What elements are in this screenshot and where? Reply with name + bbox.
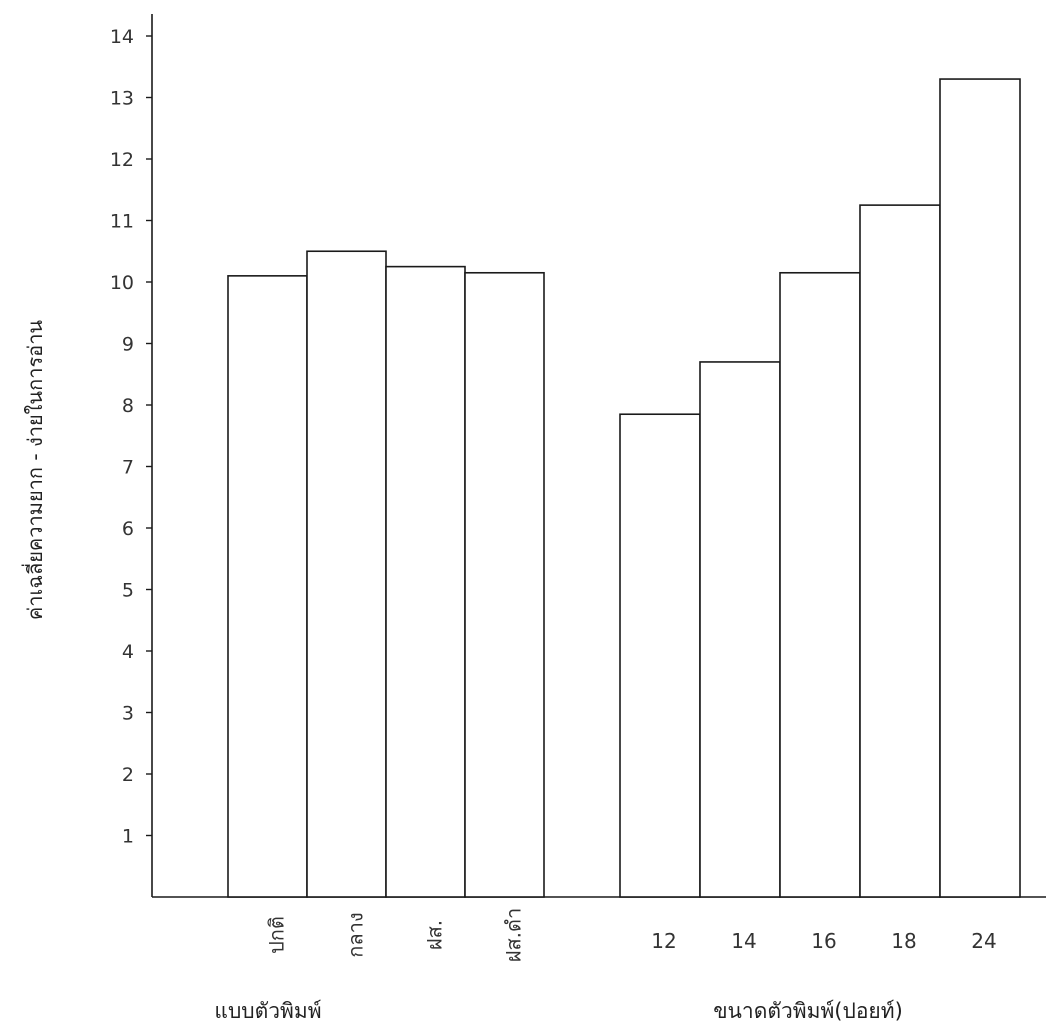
category-label: ฝส. <box>423 920 447 950</box>
bar <box>227 275 308 898</box>
bar <box>939 78 1021 898</box>
y-tick-label: 10 <box>110 272 134 294</box>
bar <box>779 271 861 898</box>
group-label: ขนาดตัวพิมพ์(ปอยท์) <box>713 999 903 1023</box>
group-label: แบบตัวพิมพ์ <box>214 999 321 1023</box>
y-tick-label: 8 <box>122 395 134 417</box>
bar <box>306 250 387 898</box>
category-label: 12 <box>651 929 676 953</box>
category-label: ฝส.ดำ <box>502 908 526 963</box>
bar <box>619 413 701 898</box>
bar <box>385 265 466 898</box>
bar <box>464 271 545 898</box>
category-label: 14 <box>731 929 756 953</box>
y-tick-label: 3 <box>122 703 134 725</box>
y-tick-label: 11 <box>110 211 134 233</box>
y-tick-label: 7 <box>122 457 134 479</box>
bars <box>227 78 1021 898</box>
category-label: 16 <box>811 929 836 953</box>
category-label: ปกติ <box>265 916 289 954</box>
bar <box>859 204 941 898</box>
y-tick-label: 6 <box>122 518 134 540</box>
group-labels: แบบตัวพิมพ์ ขนาดตัวพิมพ์(ปอยท์) <box>214 999 902 1023</box>
bar <box>699 361 781 898</box>
y-tick-label: 14 <box>110 26 134 48</box>
y-tick-label: 4 <box>122 641 134 663</box>
y-tick-label: 9 <box>122 334 134 356</box>
y-tick-label: 1 <box>122 826 134 848</box>
category-label: 18 <box>891 929 916 953</box>
y-tick-label: 13 <box>110 88 134 110</box>
y-tick-label: 12 <box>110 149 134 171</box>
category-labels: ปกติ กลาง ฝส. ฝส.ดำ 12 14 16 18 24 <box>265 908 997 963</box>
y-axis-title: ค่าเฉลี่ยความยาก - ง่ายในการอ่าน <box>21 320 47 621</box>
category-label: กลาง <box>344 912 368 957</box>
category-label: 24 <box>971 929 996 953</box>
y-tick-label: 5 <box>122 580 134 602</box>
y-tick-label: 2 <box>122 764 134 786</box>
